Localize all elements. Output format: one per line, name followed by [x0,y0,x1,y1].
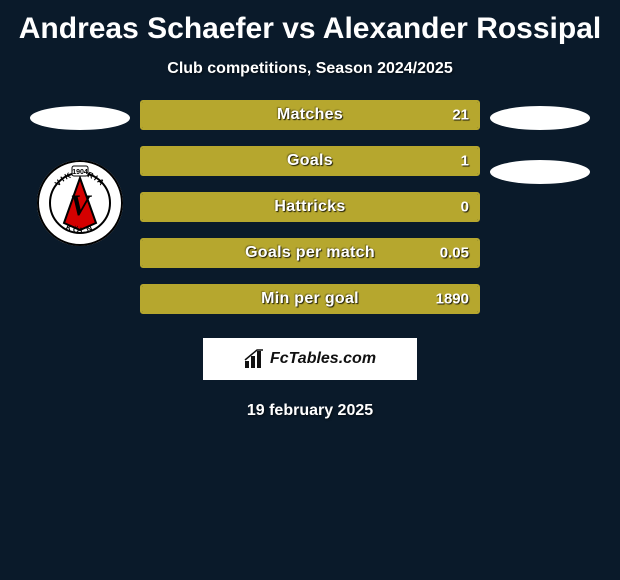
stat-value: 0 [461,199,469,216]
main-row: V VIKTORIA KÖLN 1904 Matches 2 [10,100,610,314]
stat-value: 1890 [436,291,469,308]
stats-bars: Matches 21 Goals 1 Hattricks 0 Goals per… [140,100,480,314]
stat-value: 21 [452,107,469,124]
right-player-ellipse [490,106,590,130]
brand-box: FcTables.com [203,338,417,380]
stat-value: 1 [461,153,469,170]
stat-value: 0.05 [440,245,469,262]
left-player-ellipse [30,106,130,130]
stat-bar-goals: Goals 1 [140,146,480,176]
stat-bar-matches: Matches 21 [140,100,480,130]
bars-chart-icon [244,349,266,369]
right-player-col [480,100,600,214]
stat-label: Goals [287,152,333,170]
stat-label: Matches [277,106,343,124]
subtitle: Club competitions, Season 2024/2025 [10,60,610,78]
stat-bar-goals-per-match: Goals per match 0.05 [140,238,480,268]
stat-bar-min-per-goal: Min per goal 1890 [140,284,480,314]
svg-text:1904: 1904 [72,169,88,176]
stat-label: Goals per match [245,244,375,262]
stat-label: Hattricks [274,198,345,216]
left-club-badge: V VIKTORIA KÖLN 1904 [37,160,123,246]
stat-label: Min per goal [261,290,359,308]
svg-text:V: V [70,189,93,222]
brand-text: FcTables.com [270,350,376,368]
comparison-card: Andreas Schaefer vs Alexander Rossipal C… [0,0,620,428]
left-player-col: V VIKTORIA KÖLN 1904 [20,100,140,246]
date-text: 19 february 2025 [10,402,610,420]
right-club-ellipse [490,160,590,184]
page-title: Andreas Schaefer vs Alexander Rossipal [10,12,610,46]
viktoria-koln-badge-icon: V VIKTORIA KÖLN 1904 [37,160,123,246]
stat-bar-hattricks: Hattricks 0 [140,192,480,222]
